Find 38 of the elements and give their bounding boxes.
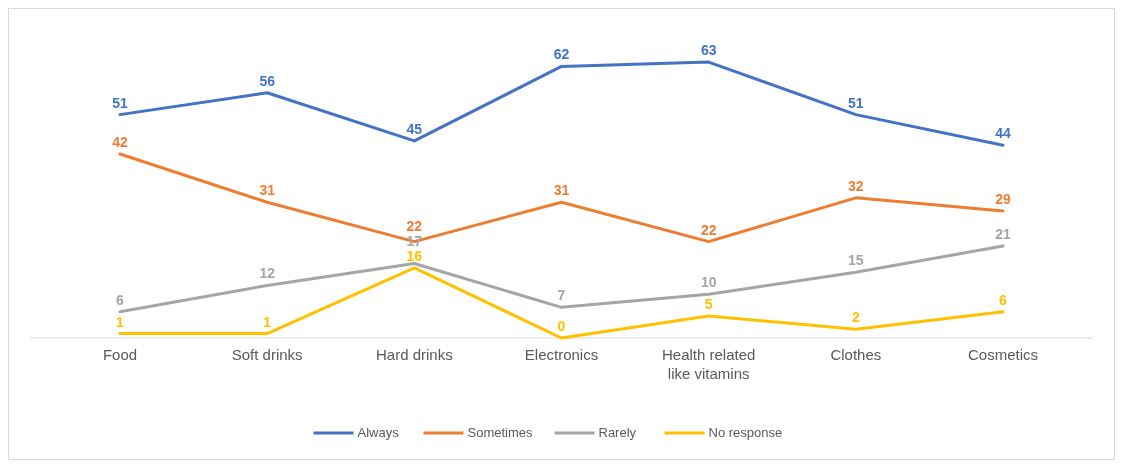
data-label: 15 (848, 252, 864, 269)
legend-label: No response (708, 425, 783, 440)
x-tick-label: Food (102, 346, 138, 363)
data-label: 21 (995, 226, 1011, 243)
x-tick-label: Soft drinks (231, 346, 303, 363)
data-label: 22 (700, 221, 717, 238)
data-label: 6 (999, 291, 1008, 308)
data-label: 29 (995, 190, 1011, 207)
data-label: 12 (259, 265, 276, 282)
legend-label: Always (357, 425, 400, 440)
data-label: 45 (406, 120, 423, 137)
data-label: 31 (553, 182, 570, 199)
data-label: 44 (995, 125, 1011, 142)
data-label: 63 (700, 42, 717, 59)
legend-label: Sometimes (467, 425, 534, 440)
x-tick-label: Clothes (830, 346, 882, 363)
data-label: 1 (263, 313, 272, 330)
x-tick-label: Cosmetics (967, 346, 1039, 363)
data-label: 1 (116, 313, 125, 330)
data-label: 56 (259, 72, 276, 89)
data-label: 62 (553, 46, 570, 63)
data-label: 10 (700, 274, 717, 291)
data-label: 2 (851, 309, 860, 326)
data-label: 22 (406, 217, 423, 234)
x-tick-label: Hard drinks (375, 346, 453, 363)
data-label: 7 (557, 287, 566, 304)
data-label: 16 (406, 247, 423, 264)
data-label: 0 (557, 318, 566, 334)
legend-label: Rarely (598, 425, 637, 440)
data-label: 32 (848, 177, 864, 194)
x-tick-label: Health related like vitamins (661, 346, 756, 382)
data-label: 5 (704, 296, 713, 313)
data-label: 51 (848, 94, 864, 111)
x-tick-label: Electronics (524, 346, 599, 363)
data-label: 6 (116, 291, 125, 308)
data-label: 42 (112, 134, 128, 151)
data-label: 31 (259, 182, 276, 199)
data-label: 51 (112, 94, 128, 111)
